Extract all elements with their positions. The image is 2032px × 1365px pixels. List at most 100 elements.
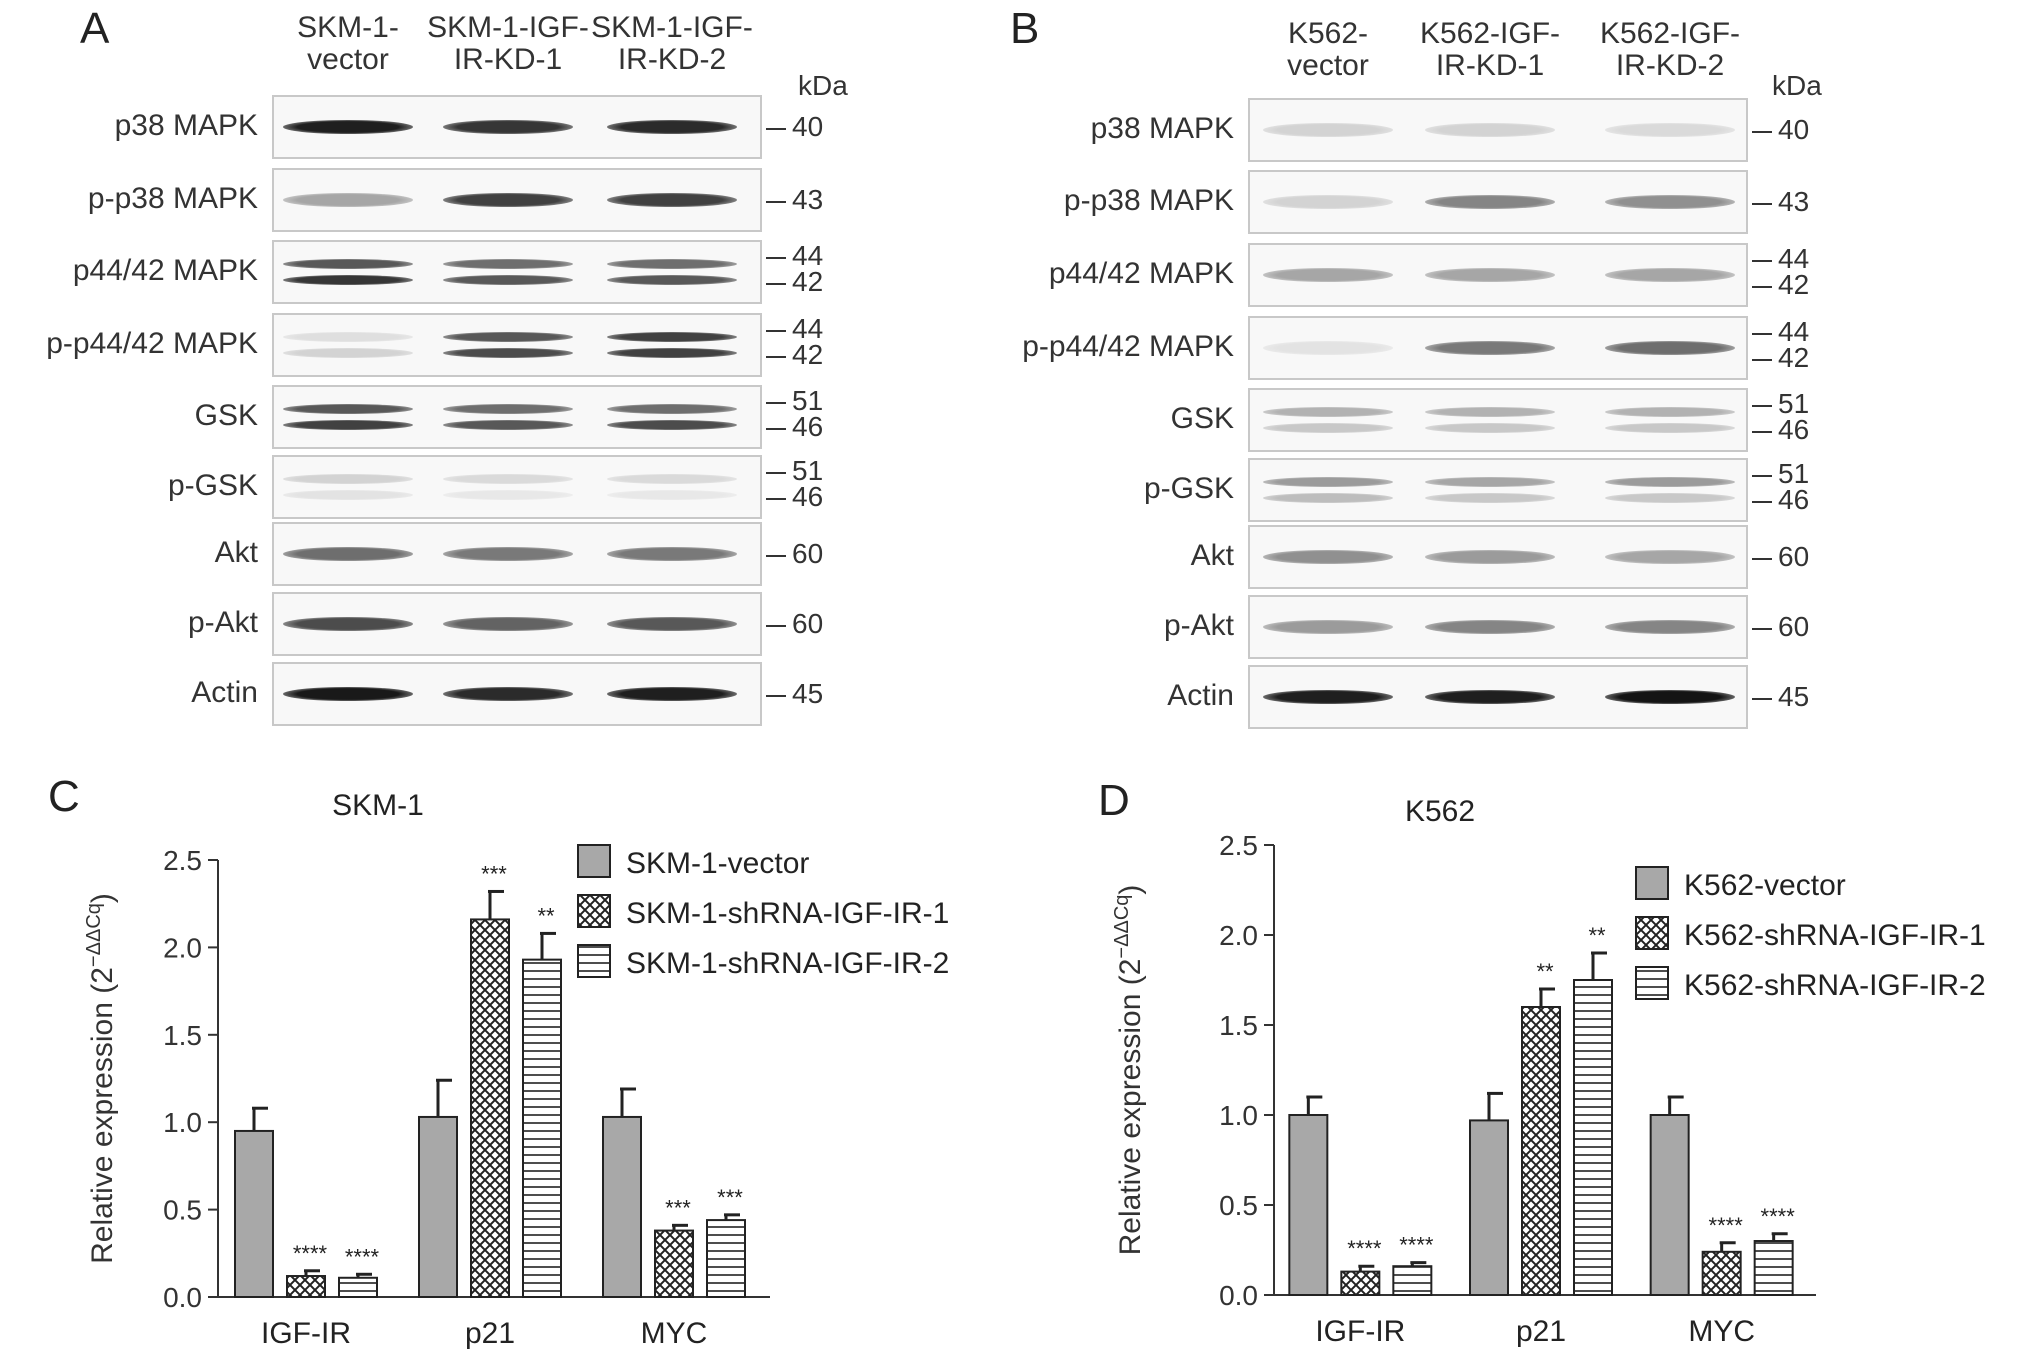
- protein-band: [607, 120, 737, 134]
- protein-label: p44/42 MAPK: [1048, 257, 1234, 290]
- protein-band: [607, 275, 737, 285]
- significance-label: **: [1536, 959, 1554, 984]
- bar: [706, 1219, 746, 1299]
- protein-band: [1425, 341, 1555, 355]
- bar: [654, 1229, 694, 1298]
- protein-band: [1263, 620, 1393, 634]
- y-tick-label: 1.0: [163, 1107, 202, 1138]
- protein-band: [607, 193, 737, 207]
- protein-band: [1425, 123, 1555, 137]
- bar: [1701, 1250, 1742, 1296]
- mw-marker: 46: [1752, 414, 1809, 446]
- significance-label: ****: [1347, 1236, 1382, 1261]
- y-tick-label: 1.5: [1219, 1010, 1258, 1041]
- protein-band: [283, 687, 413, 701]
- protein-band: [1605, 423, 1735, 433]
- protein-label: p-Akt: [1163, 609, 1234, 642]
- y-tick-label: 0.0: [1219, 1280, 1258, 1311]
- protein-label: p-p44/42 MAPK: [1022, 330, 1234, 363]
- blot-strip: [1248, 458, 1748, 522]
- mw-marker: 46: [1752, 484, 1809, 516]
- protein-band: [1605, 123, 1735, 137]
- protein-band: [283, 547, 413, 561]
- protein-band: [607, 420, 737, 430]
- significance-label: ****: [293, 1241, 328, 1266]
- panel-letter-c: C: [48, 772, 80, 821]
- x-category-label: p21: [1516, 1315, 1566, 1348]
- protein-band: [283, 617, 413, 631]
- panel-letter-d: D: [1098, 776, 1130, 825]
- protein-band: [1425, 268, 1555, 282]
- mw-marker: 42: [766, 266, 823, 298]
- legend-swatch: [577, 944, 611, 978]
- protein-band: [443, 687, 573, 701]
- significance-label: ***: [717, 1185, 743, 1210]
- bar: [1753, 1240, 1794, 1296]
- bar: [1573, 979, 1613, 1296]
- significance-label: **: [1588, 923, 1606, 948]
- protein-label: p-p44/42 MAPK: [46, 327, 258, 360]
- protein-band: [283, 404, 413, 414]
- protein-band: [1425, 423, 1555, 433]
- legend-entry: SKM-1-shRNA-IGF-IR-1: [626, 897, 949, 930]
- protein-band: [1263, 341, 1393, 355]
- protein-label: Actin: [191, 676, 258, 709]
- protein-band: [607, 490, 737, 500]
- protein-band: [607, 687, 737, 701]
- protein-label: p44/42 MAPK: [72, 254, 258, 287]
- y-tick-label: 1.5: [163, 1020, 202, 1051]
- significance-label: ****: [345, 1244, 380, 1269]
- mw-marker: 60: [766, 608, 823, 640]
- protein-label: p-Akt: [187, 606, 258, 639]
- protein-band: [1425, 195, 1555, 209]
- legend-swatch: [1635, 916, 1669, 950]
- protein-band: [607, 404, 737, 414]
- protein-band: [607, 547, 737, 561]
- protein-band: [443, 420, 573, 430]
- protein-band: [1425, 550, 1555, 564]
- legend-swatch: [1635, 966, 1669, 1000]
- blot-strip: [272, 240, 762, 304]
- protein-band: [1605, 477, 1735, 487]
- protein-band: [443, 332, 573, 342]
- protein-band: [443, 404, 573, 414]
- legend-entry: K562-shRNA-IGF-IR-2: [1684, 969, 1986, 1002]
- mw-marker: 43: [766, 184, 823, 216]
- legend-swatch: [577, 894, 611, 928]
- panel-letter-a: A: [80, 4, 110, 53]
- protein-band: [283, 474, 413, 484]
- mw-marker: 46: [766, 481, 823, 513]
- legend-entry: K562-shRNA-IGF-IR-1: [1684, 919, 1986, 952]
- bar: [338, 1276, 378, 1299]
- mw-marker: 42: [1752, 342, 1809, 374]
- lane-label: SKM-1- vector: [297, 11, 399, 76]
- protein-band: [607, 617, 737, 631]
- bar-chart-skm1: SKM-1 0.0 0.5 1.0 1.5 2.0 2.5 Relative expressi…: [83, 789, 949, 1350]
- mw-marker: 45: [1752, 681, 1809, 713]
- protein-band: [1425, 690, 1555, 704]
- protein-band: [607, 348, 737, 358]
- protein-label: Actin: [1167, 679, 1234, 712]
- protein-band: [1263, 268, 1393, 282]
- protein-label: p-GSK: [1143, 472, 1234, 505]
- bar: [1521, 1006, 1561, 1296]
- protein-label: GSK: [194, 399, 258, 432]
- protein-band: [443, 348, 573, 358]
- protein-band: [1425, 407, 1555, 417]
- significance-label: ***: [481, 861, 507, 886]
- bar: [522, 958, 562, 1299]
- protein-band: [283, 259, 413, 269]
- protein-band: [1425, 493, 1555, 503]
- chart-title: SKM-1: [332, 789, 424, 822]
- mw-marker: 40: [1752, 114, 1809, 146]
- protein-label: p38 MAPK: [114, 109, 258, 142]
- protein-label: p38 MAPK: [1090, 112, 1234, 145]
- bar: [1469, 1119, 1509, 1296]
- lane-label: K562-IGF- IR-KD-2: [1599, 17, 1741, 82]
- protein-band: [1605, 493, 1735, 503]
- x-category-label: MYC: [1688, 1315, 1755, 1348]
- protein-band: [1263, 123, 1393, 137]
- y-tick-label: 2.5: [163, 845, 202, 876]
- kda-label: kDa: [798, 70, 848, 101]
- bar: [470, 918, 510, 1298]
